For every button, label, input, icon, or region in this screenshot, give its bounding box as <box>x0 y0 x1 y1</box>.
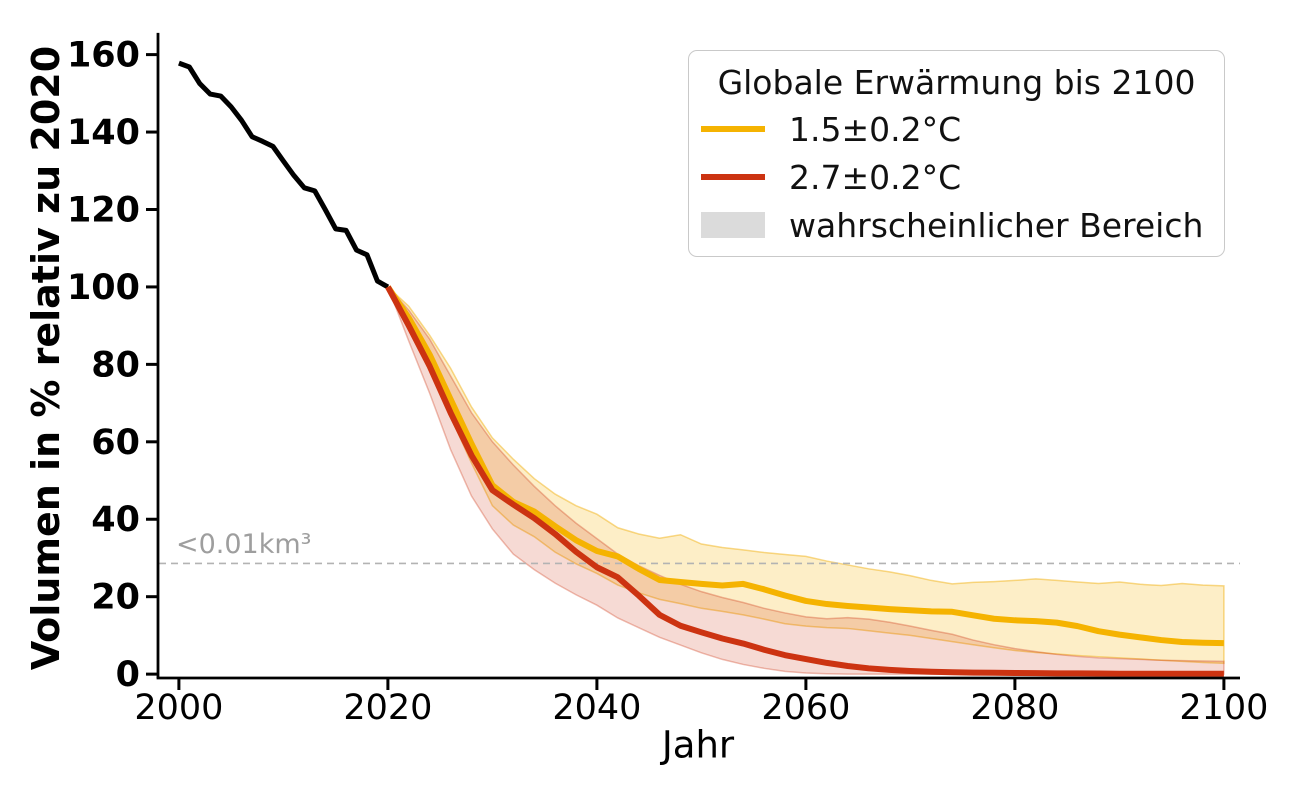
legend-patch-swatch-likely-range <box>701 212 765 238</box>
y-axis-label: Volumen in % relativ zu 2020 <box>24 45 68 671</box>
x-tick-label: 2060 <box>761 688 850 728</box>
legend-title: Globale Erwärmung bis 2100 <box>717 63 1196 102</box>
y-tick-label: 80 <box>91 345 140 385</box>
y-tick-label: 140 <box>67 113 140 153</box>
x-tick-label: 2100 <box>1179 688 1268 728</box>
y-tick-label: 0 <box>116 655 140 695</box>
y-tick-label: 20 <box>91 578 140 618</box>
legend-line-swatch-1-5 <box>701 126 765 132</box>
y-tick-label: 160 <box>67 36 140 76</box>
warming-2-7-line <box>385 285 1224 677</box>
y-tick-label: 120 <box>67 190 140 230</box>
legend-label-1-5: 1.5±0.2°C <box>789 109 962 149</box>
x-tick-label: 2000 <box>134 688 223 728</box>
legend: Globale Erwärmung bis 2100 1.5±0.2°C 2.7… <box>688 50 1225 257</box>
warming-1-5-line <box>385 285 1224 647</box>
x-tick-label: 2080 <box>970 688 1059 728</box>
x-tick-label: 2020 <box>343 688 432 728</box>
legend-line-swatch-2-7 <box>701 174 765 180</box>
y-tick-label: 40 <box>91 500 140 540</box>
legend-label-2-7: 2.7±0.2°C <box>789 157 962 197</box>
observed-2000-2020-line <box>178 60 390 290</box>
x-tick-label: 2040 <box>552 688 641 728</box>
legend-item-likely-range: wahrscheinlicher Bereich <box>689 201 1224 249</box>
x-axis-label: Jahr <box>661 723 735 767</box>
legend-item-1-5: 1.5±0.2°C <box>689 105 1224 153</box>
threshold-annotation: <0.01km³ <box>176 529 312 560</box>
legend-item-2-7: 2.7±0.2°C <box>689 153 1224 201</box>
y-tick-label: 100 <box>67 268 140 308</box>
legend-label-likely-range: wahrscheinlicher Bereich <box>789 205 1204 245</box>
y-tick-label: 60 <box>91 423 140 463</box>
